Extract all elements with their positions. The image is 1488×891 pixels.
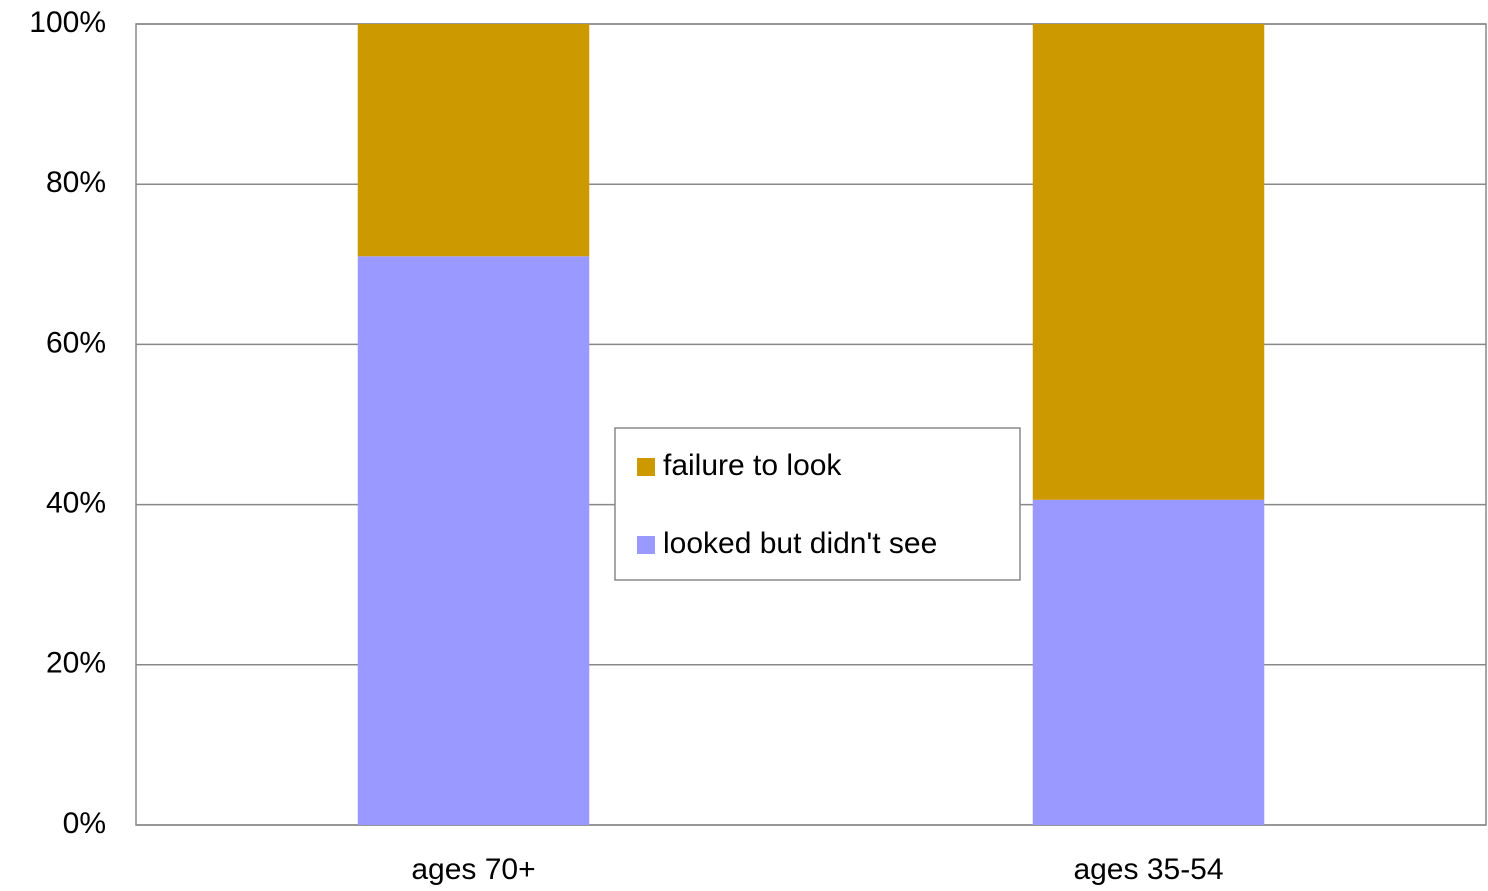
y-tick-label: 60% xyxy=(46,326,106,359)
legend-swatch xyxy=(637,536,655,554)
y-tick-label: 40% xyxy=(46,487,106,520)
y-tick-label: 100% xyxy=(29,6,106,39)
plot-frame xyxy=(135,23,1487,826)
bar-segment xyxy=(357,256,590,825)
legend-swatch xyxy=(637,458,655,476)
legend-label: looked but didn't see xyxy=(663,527,937,560)
x-tick-label: ages 70+ xyxy=(411,853,535,886)
y-tick-label: 0% xyxy=(63,807,106,840)
bar-segment xyxy=(1032,499,1265,825)
legend-label: failure to look xyxy=(663,449,842,482)
y-tick-label: 20% xyxy=(46,647,106,680)
bar-segment xyxy=(1032,24,1265,500)
x-tick-label: ages 35-54 xyxy=(1073,853,1223,886)
y-tick-label: 80% xyxy=(46,166,106,199)
bar-segment xyxy=(357,24,590,257)
legend-box xyxy=(614,427,1021,581)
